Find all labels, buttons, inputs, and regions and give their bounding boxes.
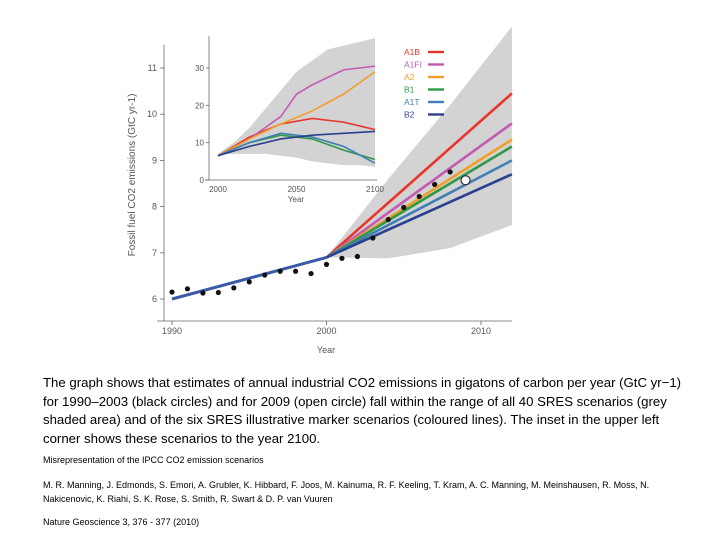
legend-label-a1b: A1B — [404, 47, 420, 57]
y-tick-label: 6 — [152, 294, 157, 304]
author-list: M. R. Manning, J. Edmonds, S. Emori, A. … — [43, 480, 650, 504]
chart-band-layer — [326, 26, 512, 259]
scenario-range-band — [326, 26, 512, 259]
series-line-a1fi — [325, 122, 513, 259]
legend: A1B A1FI A2 B1 A1T B2 — [404, 47, 444, 120]
observed-point — [308, 270, 314, 277]
inset-x-tick-label: 2100 — [366, 185, 384, 194]
series-line-a1t — [325, 159, 513, 259]
inset-series-line-a2 — [217, 71, 376, 157]
chart-series-layer — [171, 92, 513, 301]
historical-line — [171, 255, 327, 301]
observed-point — [246, 279, 252, 285]
figure-caption: The graph shows that estimates of annual… — [43, 375, 682, 446]
y-tick-label: 8 — [152, 202, 157, 212]
y-tick-label: 9 — [152, 155, 157, 165]
article-title: Misrepresentation of the IPCC CO2 emissi… — [43, 455, 264, 465]
inset-x-axis-label: Year — [288, 195, 305, 204]
legend-label-b1: B1 — [404, 85, 415, 95]
observed-point — [339, 255, 345, 261]
inset-series-line-a1fi — [217, 65, 376, 157]
inset-y-tick-label: 10 — [195, 139, 204, 148]
inset-series-line-a1t — [217, 132, 376, 164]
inset-y-tick-label: 0 — [200, 176, 205, 185]
observed-point — [169, 289, 175, 295]
legend-label-a1fi: A1FI — [404, 60, 422, 70]
series-line-b2 — [325, 173, 513, 259]
x-tick-label: 2010 — [471, 326, 491, 336]
observed-point — [416, 193, 422, 200]
inset-y-tick-label: 30 — [195, 64, 204, 73]
observed-point — [262, 272, 268, 278]
observed-point — [323, 261, 330, 267]
observed-point — [293, 268, 299, 274]
point-2009-open-circle — [460, 175, 471, 186]
legend-label-a1t: A1T — [404, 97, 420, 107]
y-tick-label: 11 — [148, 63, 157, 73]
observed-point — [432, 181, 438, 188]
series-line-b1 — [325, 145, 513, 259]
observed-point — [231, 285, 237, 291]
legend-label-b2: B2 — [404, 110, 415, 120]
journal-citation: Nature Geoscience 3, 376 - 377 (2010) — [43, 517, 200, 527]
x-tick-label: 1990 — [162, 326, 182, 336]
observed-point — [277, 268, 283, 274]
inset-series-line-b2 — [217, 130, 376, 157]
x-axis-label: Year — [317, 345, 335, 355]
observed-point — [385, 216, 391, 223]
observed-point — [200, 290, 206, 296]
observed-point — [215, 289, 221, 296]
x-tick-label: 2000 — [316, 326, 336, 336]
chart-dots-layer — [169, 169, 471, 296]
inset-x-tick-label: 2000 — [209, 185, 227, 194]
observed-point — [370, 235, 376, 241]
observed-point — [447, 169, 453, 175]
inset-x-tick-label: 2050 — [288, 185, 306, 194]
legend-label-a2: A2 — [404, 72, 415, 82]
inset-chart: 2000 2050 2100 0 10 20 30 — [195, 32, 384, 194]
y-tick-label: 7 — [152, 248, 157, 258]
observed-point — [184, 286, 191, 292]
observed-point — [401, 204, 407, 211]
observed-point — [354, 253, 360, 260]
inset-y-tick-label: 20 — [195, 101, 204, 110]
y-tick-label: 10 — [147, 109, 157, 119]
inset-series-line-a1b — [217, 117, 376, 157]
series-line-a1b — [325, 92, 513, 259]
y-axis-label: Fossil fuel CO2 emissions (GtC yr-1) — [127, 94, 138, 257]
